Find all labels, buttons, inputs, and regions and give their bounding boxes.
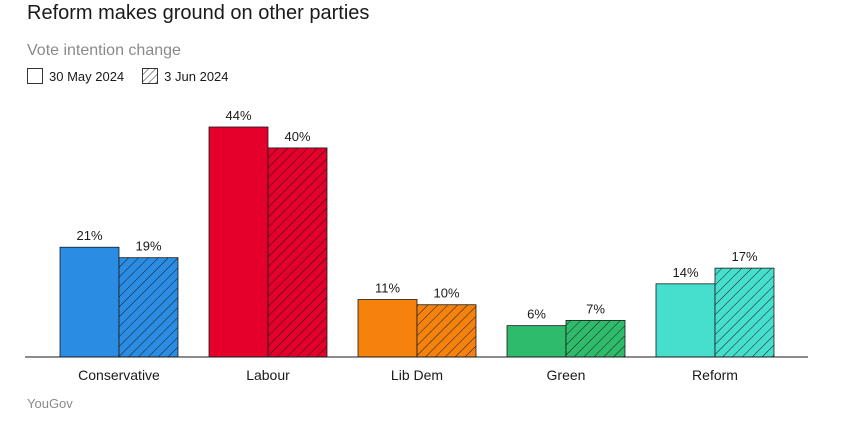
bar-conservative-series-1 — [59, 246, 120, 358]
data-label-green-series-1: 6% — [527, 307, 546, 322]
data-label-reform-series-2: 17% — [731, 249, 757, 264]
source-label: YouGov — [27, 396, 73, 411]
category-label-labour: Labour — [246, 367, 290, 383]
bar-lib-dem-series-1 — [357, 299, 418, 358]
bar-reform-series-1 — [655, 283, 716, 358]
category-label-reform: Reform — [692, 367, 738, 383]
data-label-green-series-2: 7% — [586, 301, 605, 316]
bar-lib-dem-series-2 — [416, 304, 477, 358]
bar-green-series-2 — [565, 320, 626, 358]
bar-conservative-series-2 — [118, 257, 179, 358]
bar-green-series-1 — [506, 325, 567, 358]
bar-reform-series-2 — [714, 267, 775, 358]
chart-subtitle: Vote intention change — [27, 42, 181, 59]
data-label-labour-series-2: 40% — [284, 129, 310, 144]
legend-item-series-2: 3 Jun 2024 — [142, 68, 229, 84]
category-label-green: Green — [547, 367, 586, 383]
data-label-lib-dem-series-1: 11% — [375, 281, 400, 296]
chart-title: Reform makes ground on other parties — [27, 2, 370, 24]
legend-label-series-1: 30 May 2024 — [49, 68, 125, 84]
data-label-conservative-series-1: 21% — [76, 228, 102, 243]
legend: 30 May 2024 3 Jun 2024 — [27, 68, 247, 84]
legend-label-series-2: 3 Jun 2024 — [164, 68, 229, 84]
legend-item-series-1: 30 May 2024 — [27, 68, 124, 84]
legend-swatch-solid — [27, 68, 43, 84]
category-label-conservative: Conservative — [78, 367, 160, 383]
legend-swatch-hatched — [142, 68, 159, 84]
data-label-conservative-series-2: 19% — [135, 239, 161, 254]
category-label-lib-dem: Lib Dem — [391, 367, 443, 383]
data-label-reform-series-1: 14% — [672, 265, 698, 280]
bar-labour-series-1 — [208, 126, 269, 358]
bar-labour-series-2 — [267, 147, 328, 358]
data-label-labour-series-1: 44% — [225, 108, 251, 123]
data-label-lib-dem-series-2: 10% — [433, 286, 459, 301]
